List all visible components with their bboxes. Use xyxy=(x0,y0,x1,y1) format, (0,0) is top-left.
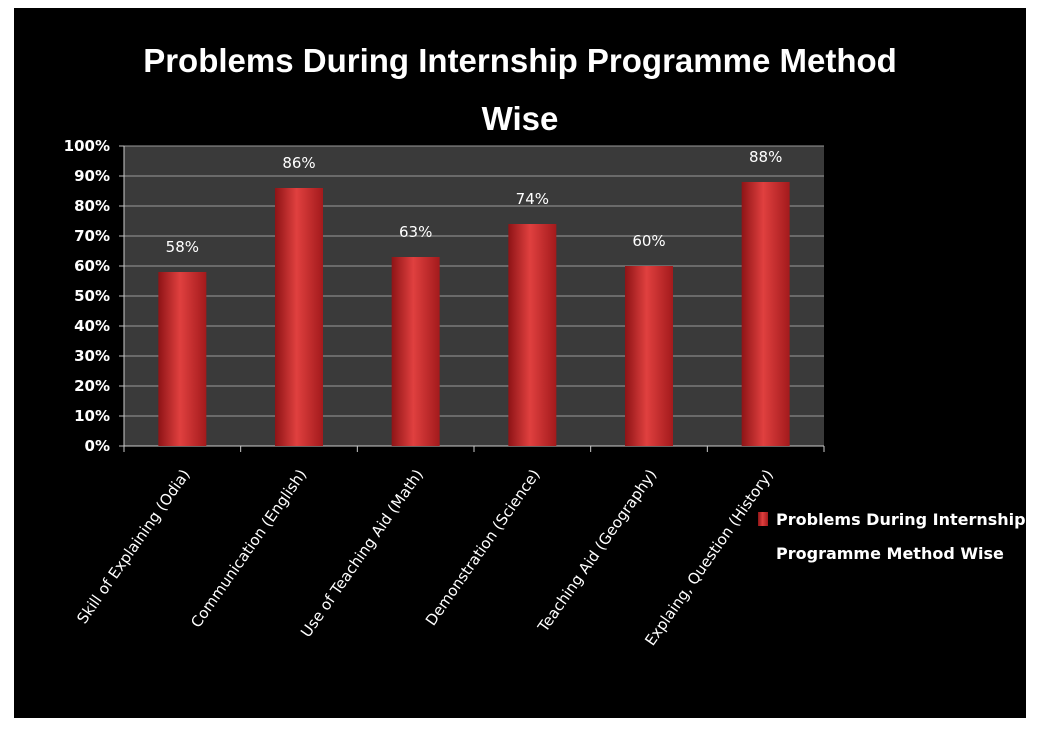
chart-title-line-2: Wise xyxy=(482,100,559,137)
bar xyxy=(158,272,207,446)
x-category-label: Communication (English) xyxy=(187,466,310,631)
y-tick-label: 70% xyxy=(74,227,110,245)
x-category-label: Use of Teaching Aid (Math) xyxy=(297,466,427,641)
x-category-label: Explaing, Question (History) xyxy=(641,466,777,649)
bar xyxy=(391,257,440,446)
x-category-label: Teaching Aid (Geography) xyxy=(534,466,661,636)
bar xyxy=(741,182,790,446)
y-tick-label: 60% xyxy=(74,257,110,275)
data-label: 74% xyxy=(516,190,549,208)
legend-label-line-2: Programme Method Wise xyxy=(776,544,1004,563)
data-label: 86% xyxy=(282,154,315,172)
bar xyxy=(275,188,323,446)
bar xyxy=(625,266,673,446)
y-tick-label: 0% xyxy=(85,437,110,455)
legend-label-line-1: Problems During Internship xyxy=(776,510,1026,529)
bar-chart: Problems During Internship Programme Met… xyxy=(64,42,1026,649)
y-tick-label: 30% xyxy=(74,347,110,365)
chart-frame: Problems During Internship Programme Met… xyxy=(14,8,1026,718)
legend-swatch xyxy=(758,512,768,526)
legend: Problems During Internship Programme Met… xyxy=(758,510,1026,563)
y-tick-label: 80% xyxy=(74,197,110,215)
y-tick-label: 20% xyxy=(74,377,110,395)
y-tick-label: 100% xyxy=(64,137,110,155)
data-label: 60% xyxy=(632,232,665,250)
x-category-label: Demonstration (Science) xyxy=(422,466,544,629)
y-tick-label: 90% xyxy=(74,167,110,185)
bar xyxy=(508,224,557,446)
chart-title-line-1: Problems During Internship Programme Met… xyxy=(143,42,897,79)
y-tick-label: 50% xyxy=(74,287,110,305)
data-label: 63% xyxy=(399,223,432,241)
y-tick-label: 10% xyxy=(74,407,110,425)
data-label: 58% xyxy=(166,238,199,256)
y-tick-label: 40% xyxy=(74,317,110,335)
x-category-label: Skill of Explaining (Odia) xyxy=(73,466,193,627)
plot-area: 0% 10% 20% 30% 40% 50% 60% 70% 80% 90% 100% 58% Skil… xyxy=(64,137,825,649)
data-label: 88% xyxy=(749,148,782,166)
